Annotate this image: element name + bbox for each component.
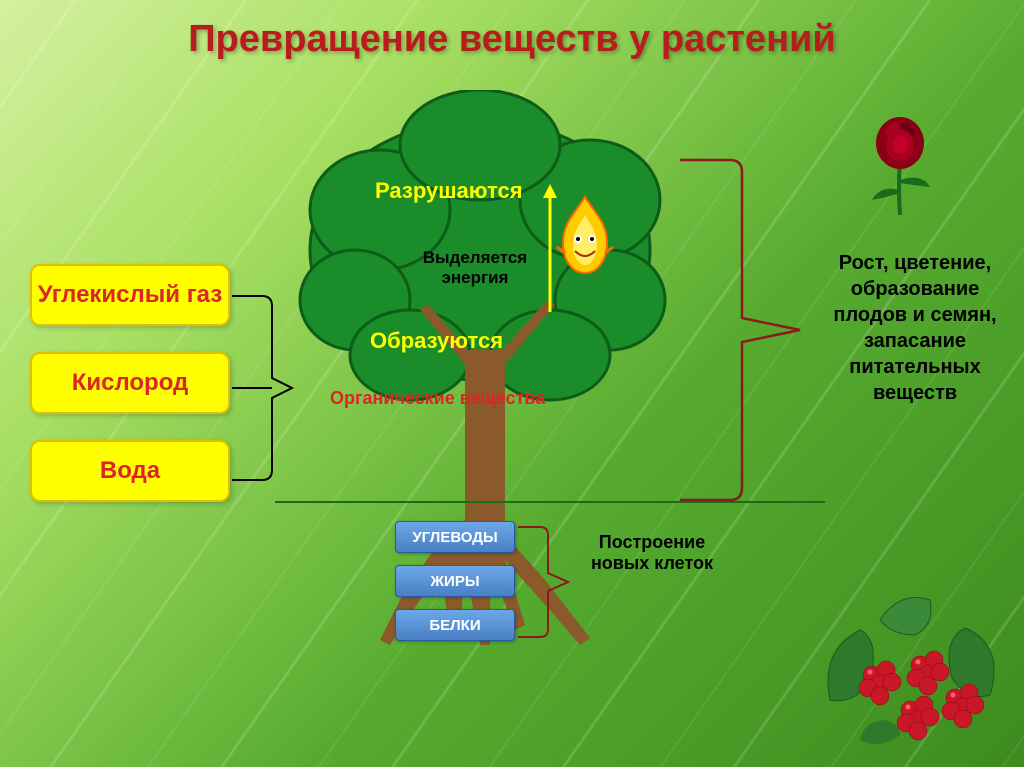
label-formed: Образуются [370,328,503,354]
organic-fats: ЖИРЫ [395,565,515,597]
slide-title: Превращение веществ у растений [0,18,1024,61]
results-text: Рост, цветение, образование плодов и сем… [820,250,1010,406]
raspberry-icon [810,580,1010,750]
input-co2: Углекислый газ [30,264,230,326]
label-new-cells: Построение новых клеток [582,532,722,574]
rose-icon [850,115,950,235]
flame-icon [555,195,615,275]
input-oxygen: Кислород [30,352,230,414]
organic-carbs: УГЛЕВОДЫ [395,521,515,553]
bracket-organics [518,521,578,643]
label-organic: Органические вещества [330,388,545,409]
label-destroyed: Разрушаются [375,178,523,204]
bracket-inputs [232,288,302,488]
bracket-tree-results [680,150,810,510]
organic-proteins: БЕЛКИ [395,609,515,641]
input-water: Вода [30,440,230,502]
label-energy: Выделяется энергия [405,248,545,288]
